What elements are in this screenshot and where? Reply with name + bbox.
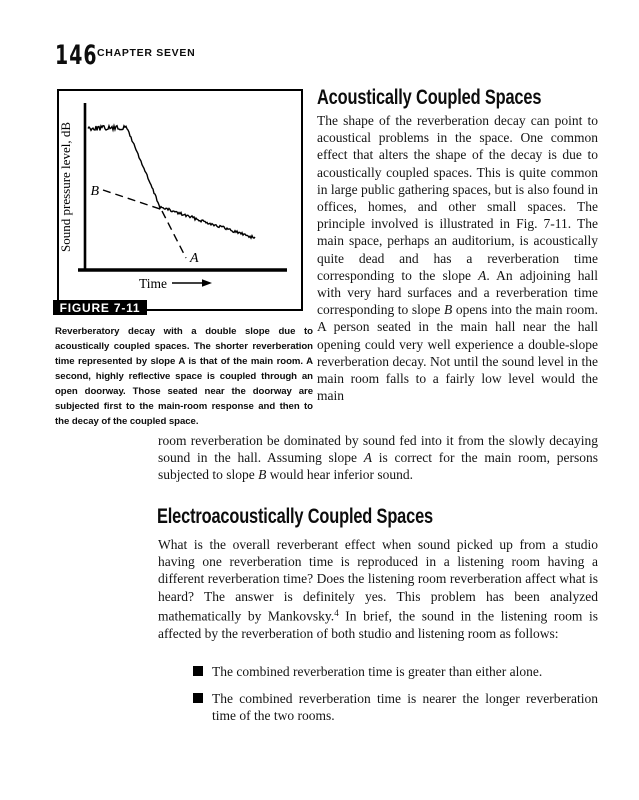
figure-frame: A B Sound pressure level, dB Time: [57, 89, 303, 311]
x-axis-label: Time: [139, 276, 167, 291]
bullet-list: The combined reverberation time is great…: [158, 663, 598, 735]
paragraph-full-width: room reverberation be dominated by sound…: [158, 432, 598, 484]
text-run: In brief, the sound in the listening roo…: [158, 608, 599, 641]
italic-variable: B: [258, 467, 267, 483]
page-number: 146: [55, 40, 98, 71]
y-axis-label: Sound pressure level, dB: [59, 122, 73, 252]
figure-caption: Reverberatory decay with a double slope …: [55, 326, 313, 427]
list-item: The combined reverberation time is great…: [158, 663, 598, 680]
square-bullet-icon: [193, 666, 203, 676]
paragraph-electroacoustic: What is the overall reverberant effect w…: [158, 536, 598, 642]
italic-variable: B: [443, 302, 453, 318]
list-item: The combined reverberation time is neare…: [158, 690, 598, 724]
footnote-reference: 4: [334, 607, 339, 618]
time-arrow-head-icon: [202, 279, 212, 287]
figure-number-badge: FIGURE 7-11: [53, 300, 147, 315]
slope-B-label: B: [90, 184, 99, 199]
bullet-text: The combined reverberation time is neare…: [212, 691, 598, 724]
text-run: is correct for the main room, persons su…: [158, 450, 598, 483]
text-run: . An adjoining hall with very hard surfa…: [317, 267, 598, 318]
text-run: opens into the main room. A person seate…: [317, 302, 598, 404]
section-heading-acoustically-coupled-spaces: Acoustically Coupled Spaces: [317, 86, 542, 109]
text-run: The shape of the reverberation decay can…: [317, 113, 598, 283]
text-run: What is the overall reverberant effect w…: [158, 537, 598, 624]
chapter-running-head: CHAPTER SEVEN: [97, 47, 196, 59]
slope-A-dashed-line: [161, 210, 187, 259]
paragraph-beside-figure: The shape of the reverberation decay can…: [317, 112, 598, 404]
slope-B-dashed-line: [102, 189, 164, 211]
reverberation-decay-chart: A B Sound pressure level, dB Time: [58, 103, 287, 291]
italic-variable: A: [478, 267, 487, 283]
section-heading-electroacoustically-coupled-spaces: Electroacoustically Coupled Spaces: [157, 505, 433, 528]
square-bullet-icon: [193, 693, 203, 704]
bullet-text: The combined reverberation time is great…: [212, 664, 543, 679]
text-run: would hear inferior sound.: [266, 467, 413, 483]
slope-A-label: A: [189, 251, 199, 266]
decay-curve: [87, 123, 256, 240]
text-run: room reverberation be dominated by sound…: [158, 433, 598, 466]
italic-variable: A: [363, 450, 373, 466]
